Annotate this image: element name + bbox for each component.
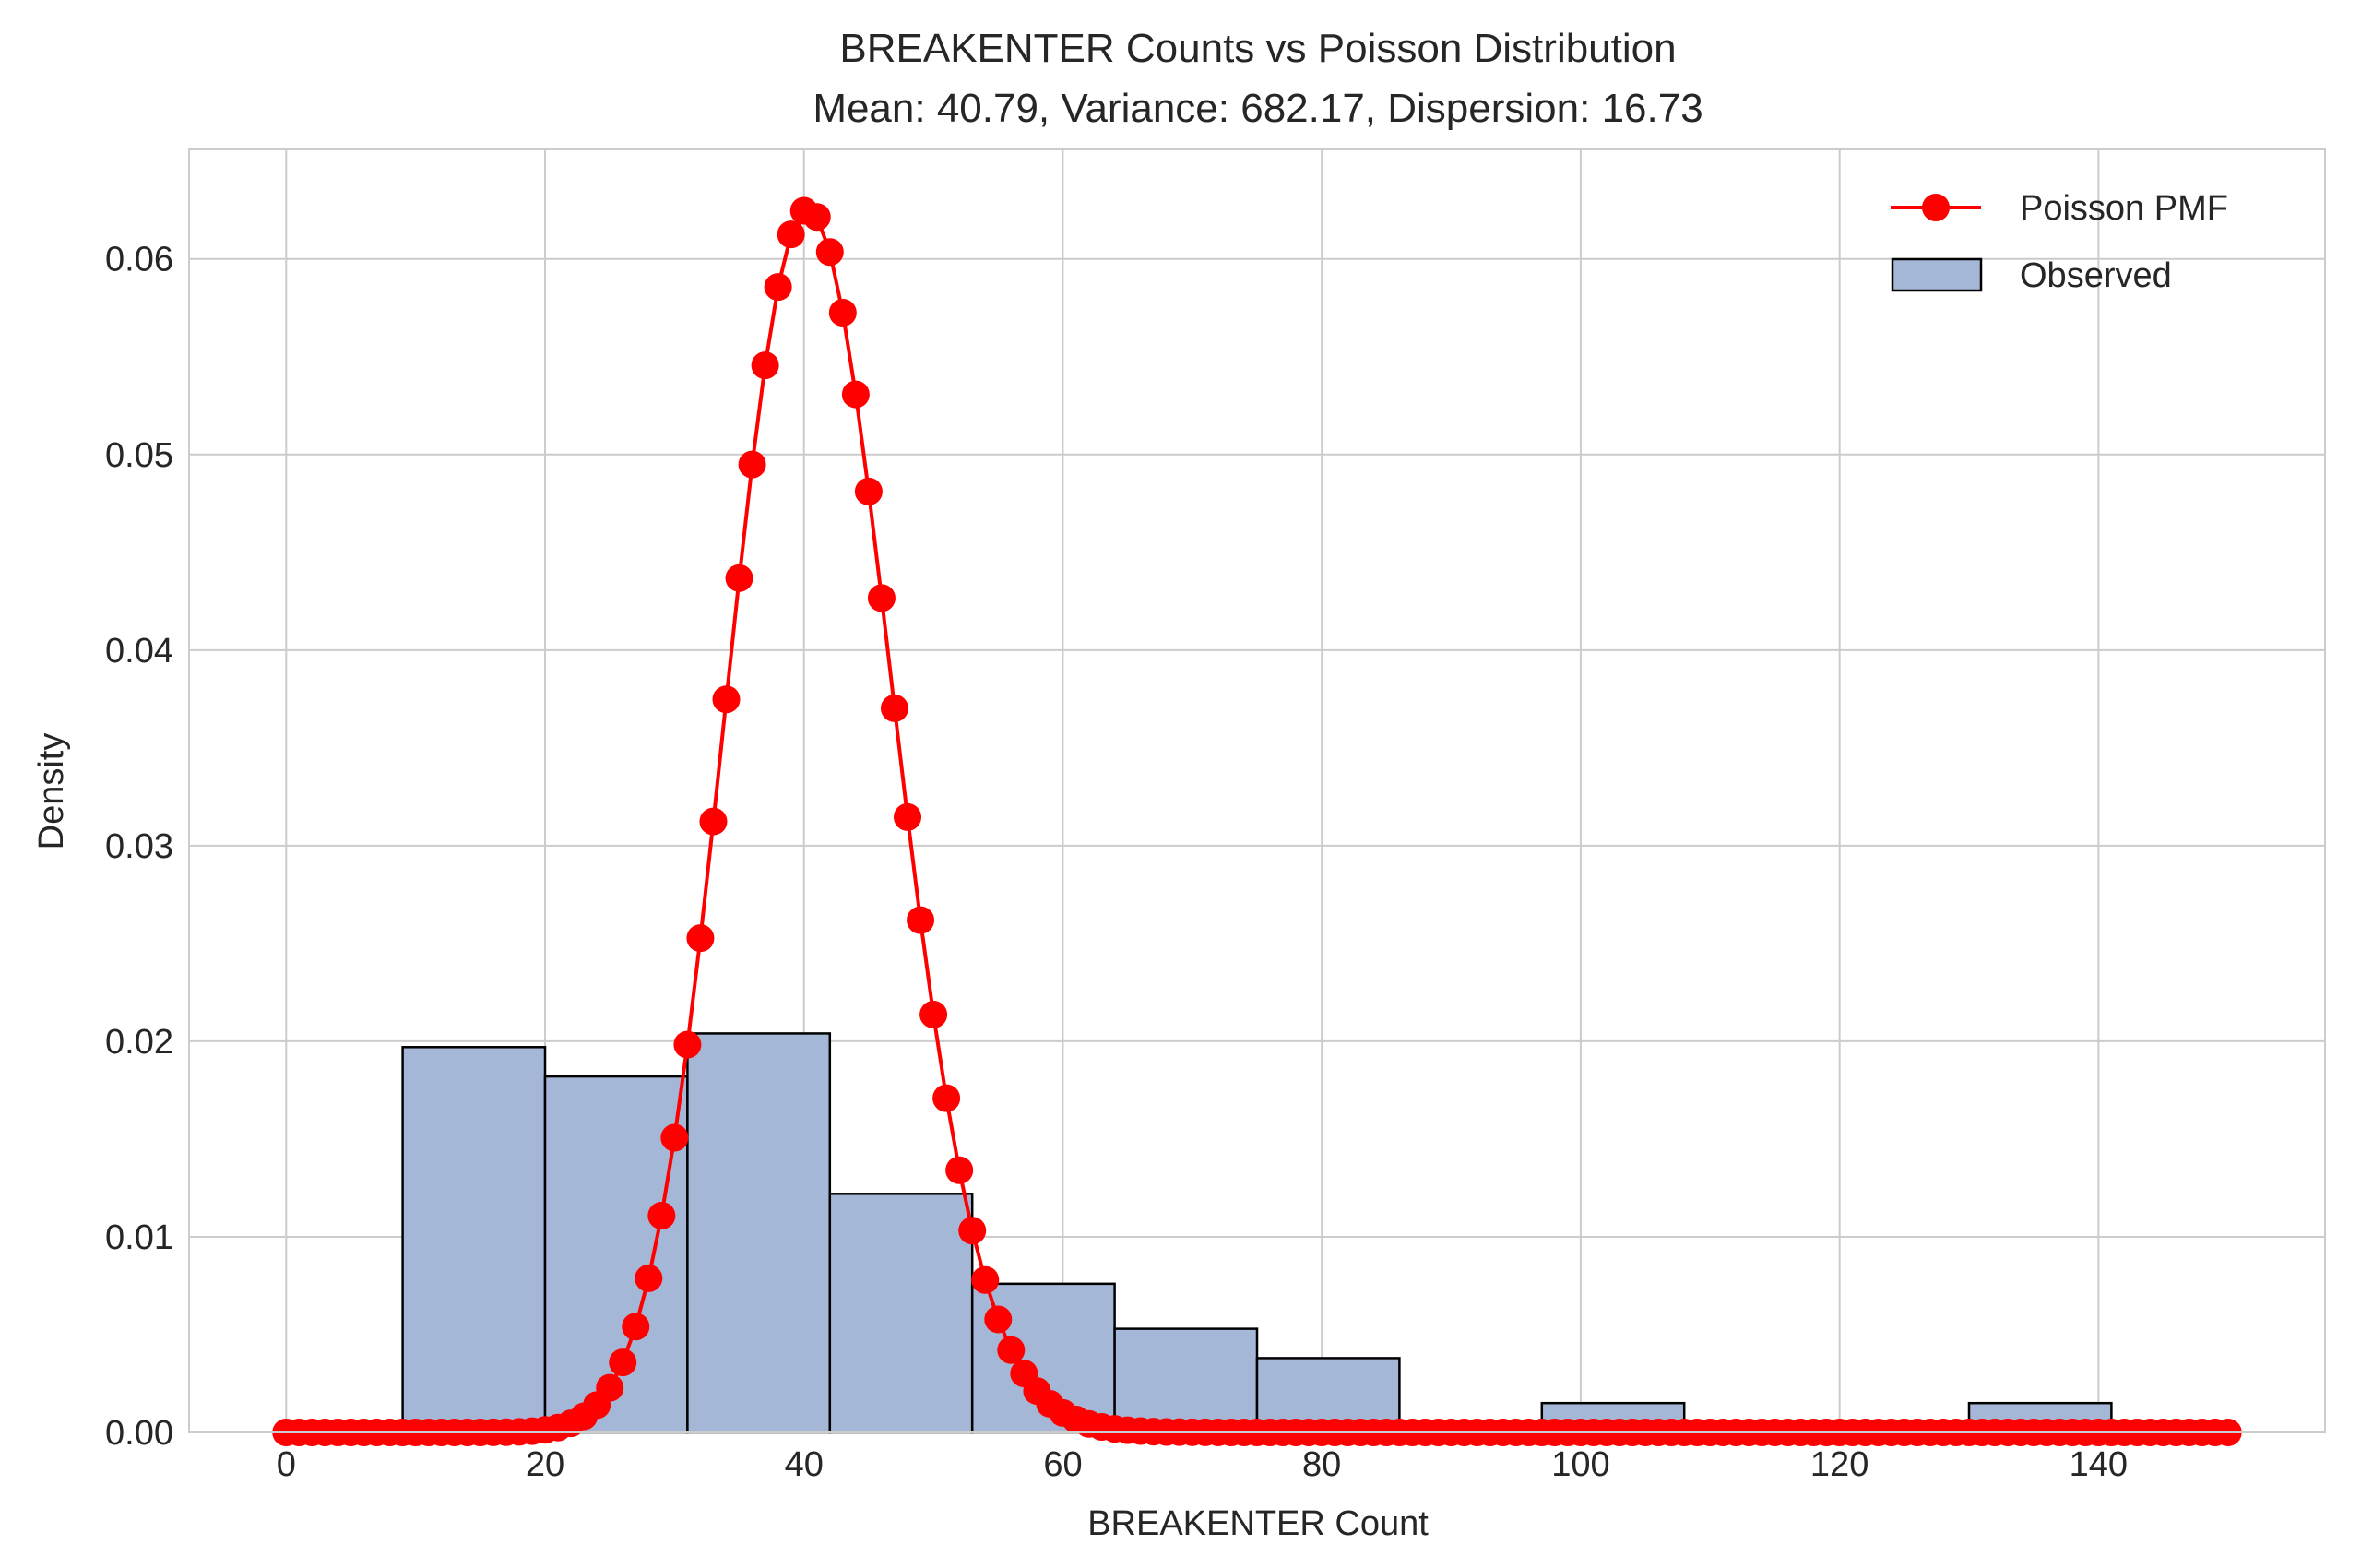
poisson-point <box>945 1156 974 1184</box>
x-tick-label: 100 <box>1551 1445 1609 1484</box>
plot-frame <box>188 148 2326 1433</box>
poisson-point <box>854 477 883 505</box>
y-tick-label: 0.06 <box>105 241 173 279</box>
poisson-point <box>673 1030 702 1059</box>
y-tick-label: 0.01 <box>105 1218 173 1257</box>
poisson-point <box>738 450 766 479</box>
y-tick-label: 0.02 <box>105 1023 173 1062</box>
x-tick-label: 80 <box>1302 1445 1341 1484</box>
x-axis-label: BREAKENTER Count <box>1087 1504 1429 1543</box>
x-axis-ticks: 0 20 40 60 80 100 120 140 <box>277 1445 2128 1484</box>
poisson-point <box>907 906 935 934</box>
histogram-bar <box>686 1032 832 1434</box>
poisson-point <box>828 299 857 327</box>
x-tick-label: 40 <box>785 1445 824 1484</box>
poisson-point <box>764 273 792 302</box>
x-tick-label: 120 <box>1810 1445 1869 1484</box>
y-axis-ticks: 0.00 0.01 0.02 0.03 0.04 0.05 0.06 <box>105 241 173 1453</box>
y-axis-label: Density <box>32 733 71 850</box>
poisson-point <box>841 380 870 409</box>
poisson-point <box>660 1123 689 1152</box>
poisson-point <box>984 1305 1013 1334</box>
poisson-point <box>635 1264 663 1292</box>
x-tick-label: 20 <box>526 1445 564 1484</box>
grid <box>189 149 2325 1433</box>
histogram-bar <box>1113 1327 1259 1434</box>
poisson-point <box>958 1217 987 1245</box>
poisson-point <box>815 238 844 267</box>
legend: Poisson PMF Observed <box>1891 189 2228 295</box>
poisson-point <box>686 924 715 953</box>
poisson-point <box>699 807 728 836</box>
poisson-point <box>932 1084 961 1112</box>
legend-observed-label: Observed <box>2020 256 2172 295</box>
histogram-bar <box>401 1046 547 1434</box>
y-tick-label: 0.04 <box>105 632 173 671</box>
y-tick-label: 0.03 <box>105 827 173 866</box>
poisson-point <box>596 1373 624 1402</box>
poisson-point <box>880 694 908 722</box>
x-tick-label: 0 <box>277 1445 296 1484</box>
histogram-bar <box>828 1193 974 1434</box>
poisson-point <box>751 351 779 380</box>
legend-observed-swatch <box>1891 257 1983 292</box>
x-tick-label: 60 <box>1043 1445 1082 1484</box>
poisson-point <box>609 1348 637 1377</box>
poisson-point <box>712 685 741 714</box>
poisson-point <box>894 802 922 831</box>
poisson-point <box>725 564 753 592</box>
histogram-bars <box>401 1032 2113 1434</box>
x-tick-label: 140 <box>2070 1445 2128 1484</box>
chart-subtitle: Mean: 40.79, Variance: 682.17, Dispersio… <box>813 86 1703 131</box>
poisson-point <box>777 220 805 249</box>
chart-title: BREAKENTER Counts vs Poisson Distributio… <box>839 26 1676 71</box>
plot-area <box>188 148 2326 1446</box>
poisson-point <box>997 1336 1026 1364</box>
poisson-point <box>622 1313 650 1341</box>
poisson-point <box>919 1000 948 1028</box>
legend-poisson-label: Poisson PMF <box>2020 189 2228 228</box>
poisson-point <box>647 1201 676 1229</box>
y-tick-label: 0.00 <box>105 1414 173 1453</box>
legend-poisson-marker <box>1922 194 1950 221</box>
y-tick-label: 0.05 <box>105 436 173 475</box>
poisson-point <box>867 584 896 612</box>
poisson-point <box>971 1265 1000 1294</box>
poisson-point <box>802 203 831 232</box>
